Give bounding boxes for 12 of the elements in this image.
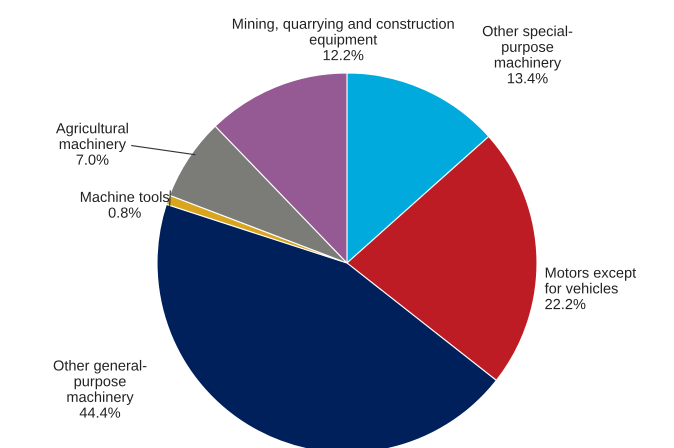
data-label: 22.2% [545,298,586,310]
slice-label: Motors except for vehicles [544,268,636,294]
data-label: 13.4% [508,73,548,84]
slice-label: Mining, quarrying and construction equipment [232,18,454,48]
slice-label: Machine tools [80,191,170,202]
data-label: 0.8% [108,207,141,218]
data-label: 7.0% [76,154,108,165]
data-label: 44.4% [80,408,120,418]
slice-label: Other general- purpose machinery [54,360,146,405]
data-label: 12.2% [324,50,364,60]
slice-label: Agricultural machinery [56,122,128,152]
slice-label: Other special- purpose machinery [482,26,572,71]
